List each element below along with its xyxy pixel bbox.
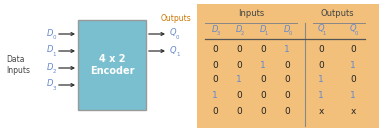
Text: 0: 0 [260, 76, 266, 84]
Text: 1: 1 [260, 60, 266, 70]
Text: 0: 0 [318, 60, 324, 70]
Text: 0: 0 [212, 107, 218, 117]
Text: D: D [260, 25, 266, 34]
Text: 3: 3 [217, 31, 220, 36]
Text: 1: 1 [350, 60, 356, 70]
Text: 0: 0 [260, 46, 266, 55]
Text: 0: 0 [284, 107, 290, 117]
Text: 0: 0 [350, 46, 356, 55]
Text: 0: 0 [284, 76, 290, 84]
Text: Outputs: Outputs [160, 14, 191, 23]
Text: 0: 0 [260, 107, 266, 117]
Text: 0: 0 [350, 76, 356, 84]
Text: 3: 3 [52, 86, 56, 91]
Text: D: D [236, 25, 242, 34]
Text: 0: 0 [236, 46, 242, 55]
Text: 1: 1 [318, 91, 324, 100]
Text: 1: 1 [318, 76, 324, 84]
Text: 0: 0 [236, 107, 242, 117]
Text: Q: Q [170, 46, 176, 55]
Text: 0: 0 [236, 60, 242, 70]
Text: Outputs: Outputs [320, 10, 354, 18]
Text: 0: 0 [260, 91, 266, 100]
Text: 0: 0 [212, 46, 218, 55]
Text: Q: Q [318, 25, 324, 34]
Text: 1: 1 [212, 91, 218, 100]
Text: 0: 0 [284, 60, 290, 70]
Text: x: x [350, 107, 356, 117]
Text: 1: 1 [52, 52, 56, 57]
Text: 2: 2 [241, 31, 244, 36]
Text: Inputs: Inputs [238, 10, 264, 18]
Text: 0: 0 [289, 31, 292, 36]
Text: 1: 1 [236, 76, 242, 84]
Text: 0: 0 [176, 35, 180, 40]
Text: D: D [284, 25, 290, 34]
FancyBboxPatch shape [78, 20, 146, 110]
Text: 0: 0 [212, 76, 218, 84]
Text: 0: 0 [284, 91, 290, 100]
Text: 1: 1 [350, 91, 356, 100]
Text: D: D [47, 79, 53, 88]
Text: Data
Inputs: Data Inputs [6, 55, 30, 75]
Text: 1: 1 [265, 31, 268, 36]
Text: 2: 2 [52, 69, 56, 74]
Text: 0: 0 [355, 31, 358, 36]
Text: Q: Q [350, 25, 356, 34]
Text: 1: 1 [323, 31, 326, 36]
Text: D: D [212, 25, 218, 34]
Text: 0: 0 [212, 60, 218, 70]
Text: D: D [47, 29, 53, 37]
Text: Q: Q [170, 29, 176, 37]
Text: 0: 0 [318, 46, 324, 55]
Text: D: D [47, 62, 53, 72]
Text: 1: 1 [284, 46, 290, 55]
Text: 4 x 2
Encoder: 4 x 2 Encoder [90, 54, 134, 76]
Text: 1: 1 [176, 52, 180, 57]
FancyBboxPatch shape [197, 4, 379, 128]
Text: 0: 0 [236, 91, 242, 100]
Text: 0: 0 [52, 35, 56, 40]
Text: x: x [318, 107, 324, 117]
Text: D: D [47, 46, 53, 55]
